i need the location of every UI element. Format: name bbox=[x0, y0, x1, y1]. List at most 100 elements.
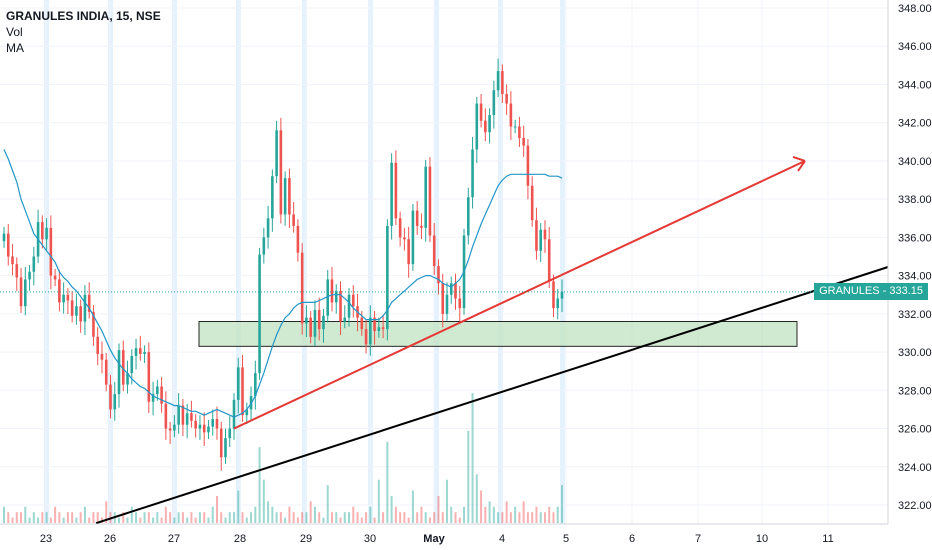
candle-body bbox=[258, 254, 261, 374]
volume-bar bbox=[203, 512, 206, 523]
candle-body bbox=[75, 306, 78, 316]
candle-body bbox=[445, 294, 449, 314]
y-axis[interactable]: 348.00 346.00 344.00 342.00 340.00 338.00 336.… bbox=[887, 0, 932, 524]
candle-body bbox=[381, 327, 385, 330]
volume-bar bbox=[369, 506, 372, 523]
candle-body bbox=[364, 329, 368, 345]
volume-bar bbox=[3, 506, 5, 523]
volume-bar bbox=[488, 501, 491, 523]
volume-bar bbox=[309, 501, 312, 523]
volume-bar bbox=[28, 517, 31, 523]
candle-body bbox=[177, 405, 180, 425]
session-band bbox=[434, 0, 439, 524]
symbol-title[interactable]: GRANULES INDIA, 15, NSE bbox=[6, 9, 161, 23]
candle-body bbox=[109, 384, 112, 410]
candle-body bbox=[305, 317, 308, 324]
session-band bbox=[302, 0, 307, 524]
volume-bar bbox=[45, 512, 48, 523]
volume-bar bbox=[177, 512, 180, 523]
candles bbox=[2, 58, 564, 471]
black-trendline[interactable] bbox=[95, 266, 889, 525]
volume-bar bbox=[262, 479, 265, 523]
volume-bar bbox=[20, 512, 23, 523]
volume-bar bbox=[386, 441, 389, 523]
volume-bar bbox=[24, 506, 27, 523]
red-arrowhead bbox=[792, 155, 806, 172]
candle-body bbox=[466, 197, 470, 236]
volume-bar bbox=[186, 517, 189, 523]
volume-bar bbox=[250, 512, 253, 523]
candle-body bbox=[173, 424, 176, 431]
volume-bar bbox=[420, 506, 423, 523]
x-axis[interactable]: 23 26 27 28 29 30 May 4 5 6 7 10 11 bbox=[0, 523, 888, 545]
volume-bar bbox=[79, 512, 82, 523]
volume-bar bbox=[275, 512, 278, 523]
candle-body bbox=[70, 300, 74, 316]
candle-body bbox=[313, 310, 317, 337]
candle-body bbox=[254, 373, 257, 397]
volume-bar bbox=[49, 517, 52, 523]
candle-body bbox=[266, 218, 270, 238]
volume-bar bbox=[118, 517, 121, 523]
volume-bar bbox=[288, 506, 291, 523]
candle-body bbox=[275, 130, 278, 177]
y-tick-label: 340.00 bbox=[898, 156, 932, 168]
candle-body bbox=[185, 413, 189, 425]
candle-body bbox=[245, 409, 249, 416]
candle-body bbox=[126, 373, 129, 385]
candle-body bbox=[117, 350, 121, 395]
volume-bar bbox=[548, 506, 551, 523]
volume-bar bbox=[284, 517, 287, 523]
volume-bar bbox=[484, 506, 487, 523]
candle-body bbox=[556, 298, 560, 309]
candle-body bbox=[228, 428, 232, 439]
volume-bar bbox=[458, 517, 461, 523]
candle-body bbox=[236, 367, 240, 400]
candle-body bbox=[505, 94, 508, 104]
volume-bar bbox=[32, 512, 35, 523]
volume-bar bbox=[66, 512, 69, 523]
ma-indicator-label[interactable]: MA bbox=[6, 41, 24, 55]
volume-indicator-label[interactable]: Vol bbox=[6, 25, 23, 39]
candle-body bbox=[496, 71, 500, 91]
candle-body bbox=[190, 413, 193, 421]
candle-body bbox=[134, 348, 138, 356]
volume-bar bbox=[15, 512, 18, 523]
candle-body bbox=[104, 359, 108, 385]
candle-body bbox=[322, 315, 325, 330]
session-band bbox=[498, 0, 503, 524]
support-zone[interactable] bbox=[198, 320, 798, 347]
candle-body bbox=[160, 386, 163, 404]
candle-body bbox=[343, 317, 347, 322]
volume-bar bbox=[522, 501, 525, 523]
candle-body bbox=[15, 264, 19, 278]
candle-body bbox=[219, 428, 223, 458]
volume-bar bbox=[181, 512, 184, 523]
candle-body bbox=[398, 218, 402, 238]
x-tick-label: 4 bbox=[499, 533, 505, 545]
volume-bar bbox=[143, 512, 146, 523]
candle-body bbox=[23, 279, 27, 307]
candle-body bbox=[96, 336, 100, 354]
support-zone-rect[interactable] bbox=[198, 320, 798, 347]
volume-bar bbox=[37, 517, 40, 523]
volume-bar bbox=[445, 479, 448, 523]
candle-body bbox=[147, 352, 151, 402]
candle-body bbox=[207, 426, 210, 433]
volume-bar bbox=[173, 517, 176, 523]
candle-body bbox=[151, 394, 155, 402]
candle-body bbox=[479, 103, 483, 121]
volume-bar bbox=[505, 501, 508, 523]
volume-bar bbox=[467, 430, 470, 523]
volume-bar bbox=[254, 506, 257, 523]
trendlines[interactable] bbox=[95, 155, 889, 525]
candle-body bbox=[407, 239, 410, 265]
candle-body bbox=[224, 438, 227, 458]
red-trendline[interactable] bbox=[233, 160, 806, 430]
volume-bar bbox=[152, 517, 155, 523]
volume-bar bbox=[441, 512, 444, 523]
candle-body bbox=[394, 162, 398, 219]
candle-body bbox=[347, 294, 351, 318]
